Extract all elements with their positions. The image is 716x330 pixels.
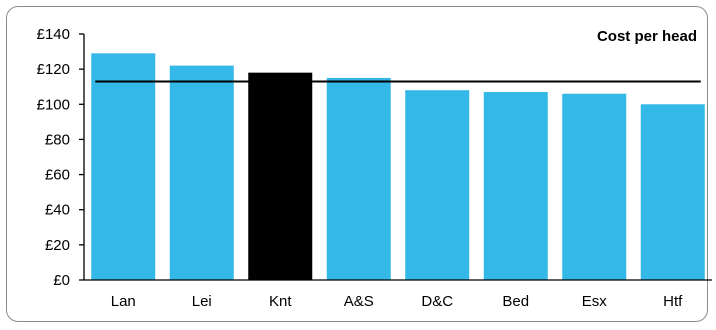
- bar: [640, 104, 705, 281]
- x-tick-label: A&S: [344, 293, 374, 310]
- y-tick-label: £0: [53, 272, 70, 289]
- x-tick-label: Esx: [582, 293, 608, 310]
- y-tick-label: £80: [45, 131, 70, 148]
- plot-area: £0 £20 £40 £60 £80 £100 £120 £140 Lan Lei Knt A&S D&…: [37, 26, 712, 310]
- y-tick-label: £20: [45, 237, 70, 254]
- y-tick-label: £120: [37, 61, 70, 78]
- bar: [483, 91, 548, 280]
- bar: [405, 90, 470, 280]
- x-tick-label: Htf: [663, 293, 683, 310]
- bar: [326, 77, 391, 280]
- y-tick-label: £40: [45, 202, 70, 219]
- y-tick-label: £140: [37, 26, 70, 43]
- bar: [562, 93, 627, 280]
- bar: [169, 65, 234, 280]
- chart-title: Cost per head: [597, 28, 697, 45]
- y-tick-label: £100: [37, 96, 70, 113]
- bar: [91, 53, 156, 281]
- x-tick-label: D&C: [421, 293, 453, 310]
- x-tick-label: Knt: [269, 293, 292, 310]
- bar: [248, 72, 313, 281]
- y-tick-label: £60: [45, 167, 70, 184]
- x-tick-label: Bed: [502, 293, 529, 310]
- x-tick-label: Lei: [192, 293, 212, 310]
- x-tick-label: Lan: [111, 293, 136, 310]
